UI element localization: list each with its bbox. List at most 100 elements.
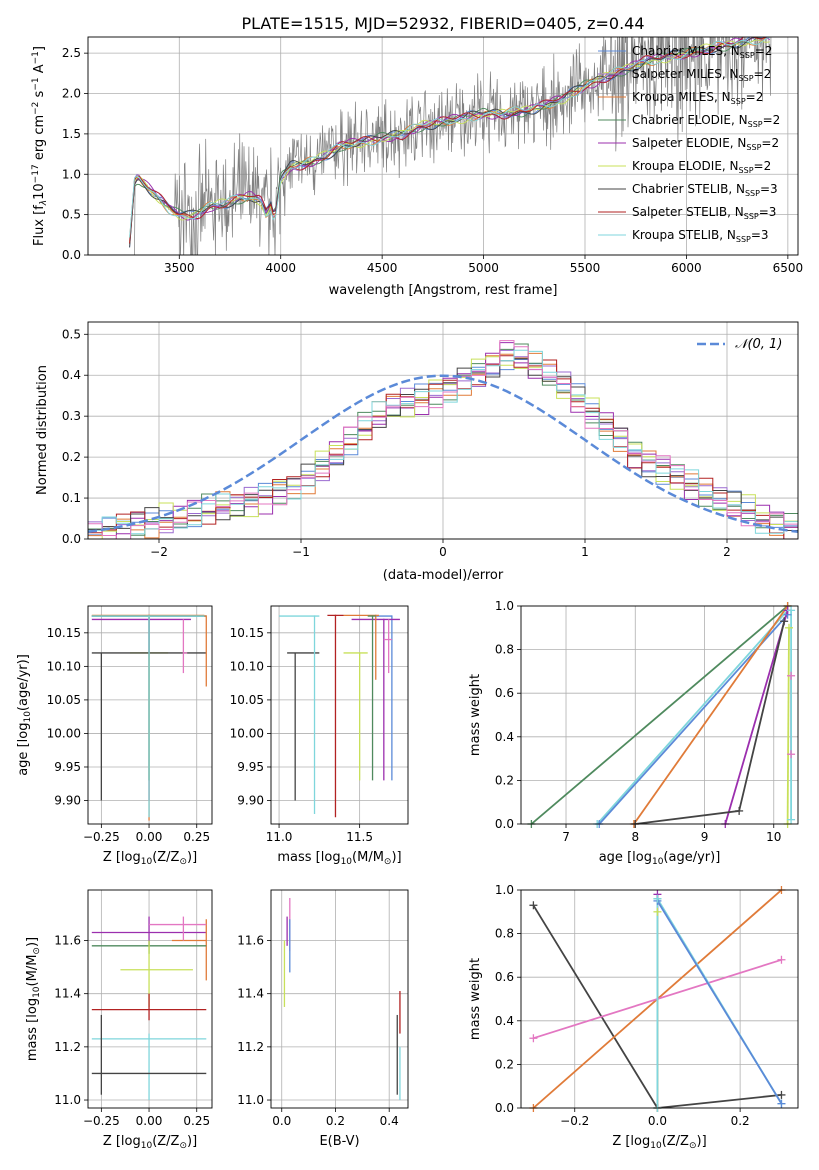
spectrum-xtick-label: 3500 [164, 261, 195, 275]
massweight-vs-z-ytick-label: 0.6 [495, 970, 514, 984]
mass-vs-ebv-ytick-label: 11.2 [237, 1040, 264, 1054]
residuals-xtick-label: 2 [723, 545, 731, 559]
massweight-vs-age-series-line [635, 621, 786, 824]
age-vs-z-panel: −0.25 0.00 0.25 9.90 9.95 10.00 10.05 10.10 10.1… [16, 605, 213, 867]
age-vs-mass-xtick-label: 11.0 [266, 830, 293, 844]
model-spectrum-line [129, 37, 767, 244]
legend-entry: Chabrier ELODIE, NSSP=2 [632, 113, 780, 129]
spectrum-ytick-label: 1.5 [62, 127, 81, 141]
age-vs-z-frame [87, 605, 213, 825]
normal-distribution-curve [88, 374, 798, 534]
legend-entry: Kroupa STELIB, NSSP=3 [632, 228, 769, 244]
mass-vs-z-xtick-label: 0.00 [136, 1114, 163, 1128]
massweight-vs-z-series-line [532, 904, 782, 1108]
legend-entry: Salpeter ELODIE, NSSP=2 [632, 136, 779, 152]
model-spectrum-line [129, 37, 770, 238]
massweight-vs-age-series-line [530, 606, 789, 824]
massweight-vs-age-series-line [633, 606, 789, 824]
massweight-vs-z-ytick-label: 0.2 [495, 1057, 514, 1071]
massweight-vs-age-ytick-label: 1.0 [495, 599, 514, 613]
spectrum-panel: 3500 4000 4500 5000 5500 6000 6500 0.0 0.5 1.0 1.5… [31, 36, 803, 298]
residuals-ylabel: Normed distribution [35, 365, 50, 495]
residuals-xtick-label: −1 [292, 545, 310, 559]
age-vs-z-xtick-label: 0.00 [136, 830, 163, 844]
mass-vs-ebv-xtick-label: 0.0 [272, 1114, 291, 1128]
spectrum-ytick-label: 2.5 [62, 46, 81, 60]
residuals-frame [87, 321, 799, 540]
massweight-vs-z-xtick-label: −0.2 [560, 1114, 589, 1128]
residuals-xlabel: (data-model)/error [383, 568, 504, 583]
model-spectrum-line [129, 37, 770, 241]
clip-age-vs-mass-plot [279, 614, 400, 818]
massweight-vs-z-ytick-label: 0.8 [495, 927, 514, 941]
massweight-vs-age-series-line [596, 609, 789, 824]
massweight-vs-z-xlabel: Z [log10(Z/Z⊙)] [612, 1134, 706, 1151]
massweight-vs-age-panel: 7 8 9 10 0.0 0.2 0.4 0.6 0.8 1.0 age [log10(age/yr… [468, 599, 799, 867]
age-vs-mass-ytick-label: 9.95 [237, 760, 264, 774]
massweight-vs-age-xlabel: age [log10(age/yr)] [599, 850, 721, 867]
mass-vs-z-xtick-label: 0.25 [183, 1114, 210, 1128]
massweight-vs-z-panel: −0.2 0.0 0.2 0.0 0.2 0.4 0.6 0.8 1.0 Z [log10(Z/Z… [468, 883, 799, 1151]
residuals-ytick-label: 0.3 [62, 409, 81, 423]
clip-mass-vs-z-plot [91, 916, 207, 1101]
age-vs-z-ytick-label: 10.15 [47, 626, 81, 640]
age-vs-z-xlabel: Z [log10(Z/Z⊙)] [103, 850, 197, 867]
mass-vs-z-panel: −0.25 0.00 0.25 11.0 11.2 11.4 11.6 Z [log10(Z/… [25, 889, 213, 1151]
massweight-vs-age-ytick-label: 0.0 [495, 817, 514, 831]
model-spectrum-line [129, 39, 770, 243]
spectrum-xtick-label: 6000 [671, 261, 702, 275]
spectrum-ytick-label: 1.0 [62, 167, 81, 181]
spectrum-xlabel: wavelength [Angstrom, rest frame] [329, 283, 558, 298]
massweight-vs-age-xtick-label: 7 [562, 830, 570, 844]
spectrum-ytick-label: 2.0 [62, 87, 81, 101]
massweight-vs-age-ytick-label: 0.8 [495, 643, 514, 657]
massweight-vs-age-series-line [724, 610, 789, 824]
spectrum-frame [87, 36, 799, 256]
residual-histogram [88, 355, 798, 539]
mass-vs-z-ytick-label: 11.6 [54, 934, 81, 948]
clip-mass-vs-ebv-plot [283, 897, 401, 1101]
figure-title: PLATE=1515, MJD=52932, FIBERID=0405, z=0… [241, 14, 644, 33]
massweight-vs-age-frame [520, 605, 799, 825]
model-spectrum-line [129, 37, 759, 245]
mass-vs-z-frame [87, 889, 213, 1109]
mass-vs-z-ytick-label: 11.4 [54, 987, 81, 1001]
legend-entry: Kroupa MILES, NSSP=2 [632, 90, 763, 106]
mass-vs-ebv-ytick-label: 11.4 [237, 987, 264, 1001]
massweight-vs-age-ylabel: mass weight [468, 674, 483, 756]
age-vs-mass-frame [270, 605, 409, 825]
age-vs-mass-xtick-label: 11.5 [346, 830, 373, 844]
legend-entry: Kroupa ELODIE, NSSP=2 [632, 159, 771, 175]
residuals-xtick-label: 1 [581, 545, 589, 559]
mass-vs-z-xtick-label: −0.25 [83, 1114, 120, 1128]
spectrum-xtick-label: 4000 [265, 261, 296, 275]
residuals-ytick-label: 0.5 [62, 327, 81, 341]
age-vs-mass-ytick-label: 10.15 [230, 626, 264, 640]
mass-vs-z-ytick-label: 11.0 [54, 1093, 81, 1107]
model-spectrum-line [129, 37, 767, 248]
age-vs-z-ytick-label: 10.10 [47, 659, 81, 673]
clip-massweight-vs-age-plot [530, 606, 792, 824]
mass-vs-ebv-xlabel: E(B-V) [319, 1134, 359, 1149]
clip-res-plot [88, 340, 798, 539]
massweight-vs-age-ytick-label: 0.6 [495, 686, 514, 700]
massweight-vs-z-ytick-label: 1.0 [495, 883, 514, 897]
residuals-ytick-label: 0.1 [62, 491, 81, 505]
age-vs-z-ytick-label: 9.95 [54, 760, 81, 774]
residuals-panel: −2 −1 0 1 2 0.0 0.1 0.2 0.3 0.4 0.5 𝒩(0, 1) (data-mo… [35, 321, 799, 583]
mass-vs-ebv-panel: 0.0 0.2 0.4 11.0 11.2 11.4 11.6 E(B-V) [237, 889, 409, 1149]
mass-vs-ebv-xtick-label: 0.2 [326, 1114, 345, 1128]
massweight-vs-z-ylabel: mass weight [468, 958, 483, 1040]
massweight-vs-z-series-line [656, 900, 783, 1105]
residual-histogram [88, 340, 798, 539]
residuals-ytick-label: 0.4 [62, 368, 81, 382]
age-vs-z-ytick-label: 9.90 [54, 794, 81, 808]
residuals-ytick-label: 0.2 [62, 450, 81, 464]
age-vs-mass-ytick-label: 10.00 [230, 726, 264, 740]
mass-vs-z-xlabel: Z [log10(Z/Z⊙)] [103, 1134, 197, 1151]
age-vs-z-ylabel: age [log10(age/yr)] [16, 654, 33, 776]
legend-entry: 𝒩(0, 1) [735, 337, 782, 352]
clip-massweight-vs-z-plot [532, 890, 783, 1108]
mass-vs-ebv-frame [270, 889, 409, 1109]
